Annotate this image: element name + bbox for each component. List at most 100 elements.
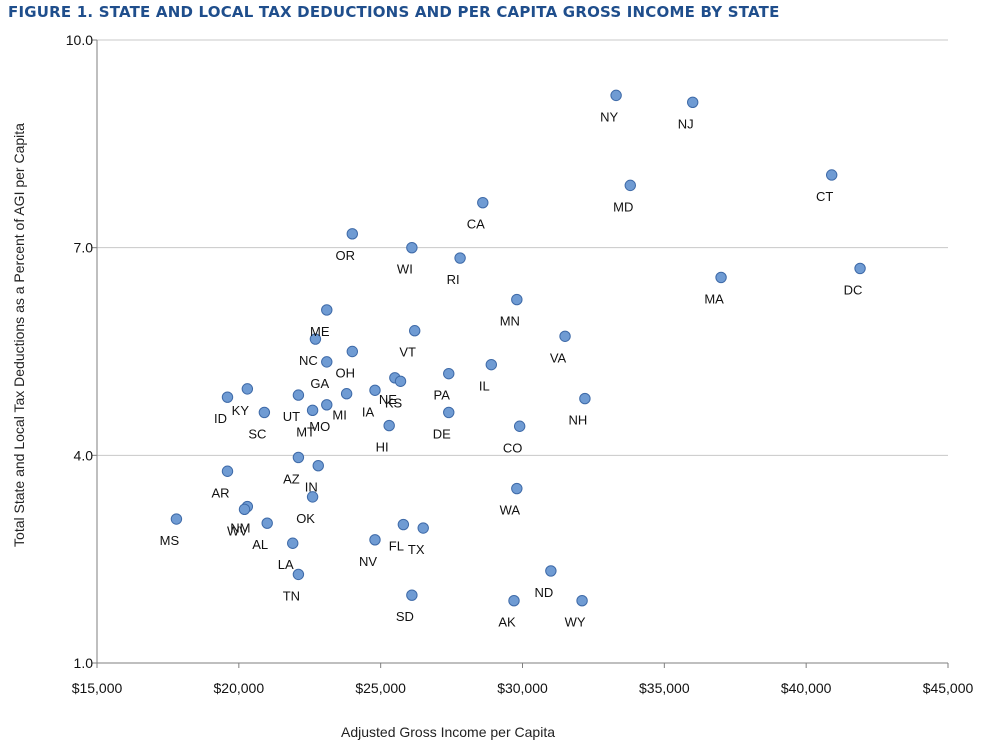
point-label-al: AL xyxy=(252,537,268,552)
point-label-ks: KS xyxy=(385,395,403,410)
data-point-co xyxy=(513,420,526,432)
point-label-ma: MA xyxy=(704,291,724,306)
point-label-me: ME xyxy=(310,324,330,339)
point-label-ar: AR xyxy=(211,485,229,500)
data-point-wy xyxy=(576,595,588,607)
point-label-ct: CT xyxy=(816,189,833,204)
data-point-sd xyxy=(406,589,418,601)
x-tick-label: $20,000 xyxy=(214,680,265,696)
data-point-ct xyxy=(825,169,838,181)
data-point-dc xyxy=(854,262,866,275)
point-label-va: VA xyxy=(550,350,567,365)
data-point-tn xyxy=(292,568,305,581)
point-label-pa: PA xyxy=(434,388,451,403)
point-label-fl: FL xyxy=(389,539,404,554)
point-label-nc: NC xyxy=(299,353,318,368)
data-point-az xyxy=(292,451,305,464)
data-point-nj xyxy=(687,96,699,109)
point-label-wa: WA xyxy=(500,503,521,518)
point-label-ny: NY xyxy=(600,109,618,124)
point-label-wv: WV xyxy=(227,523,248,538)
point-label-md: MD xyxy=(613,199,633,214)
y-tick-label: 7.0 xyxy=(74,240,94,256)
data-point-mi xyxy=(340,388,353,400)
point-label-sd: SD xyxy=(396,609,414,624)
data-point-la xyxy=(287,537,299,549)
data-point-ms xyxy=(170,513,183,525)
data-point-ga xyxy=(321,356,333,368)
point-label-tx: TX xyxy=(408,542,425,557)
point-label-la: LA xyxy=(278,557,294,572)
point-label-nh: NH xyxy=(569,413,588,428)
point-label-ms: MS xyxy=(160,533,180,548)
point-label-nv: NV xyxy=(359,554,377,569)
axes xyxy=(92,39,949,668)
point-label-ga: GA xyxy=(310,376,329,391)
data-point-nv xyxy=(369,534,381,546)
data-point-id xyxy=(221,391,234,403)
data-point-ri xyxy=(454,252,466,264)
point-label-ky: KY xyxy=(232,403,250,418)
x-tick-label: $35,000 xyxy=(639,680,690,696)
point-label-id: ID xyxy=(214,411,227,426)
data-point-fl xyxy=(397,518,410,531)
point-label-mo: MO xyxy=(309,419,330,434)
figure-title: FIGURE 1. STATE AND LOCAL TAX DEDUCTIONS… xyxy=(8,3,780,21)
data-point-ca xyxy=(477,196,489,209)
point-label-dc: DC xyxy=(844,282,863,297)
data-point-mt xyxy=(306,404,319,417)
data-point-mo xyxy=(321,399,333,411)
x-tick-label: $30,000 xyxy=(497,680,548,696)
point-label-mn: MN xyxy=(500,314,520,329)
point-labels: NY NJ CT MD CA OR WI RI DC MA MN ME VT VA NC OH GA IL PA NE… xyxy=(160,109,863,629)
x-tick-label: $45,000 xyxy=(923,680,974,696)
data-point-vt xyxy=(409,325,421,337)
x-tick-labels: $15,000 $20,000 $25,000 $30,000 $35,000 $40,0… xyxy=(72,680,974,696)
point-label-az: AZ xyxy=(283,471,300,486)
data-point-ks xyxy=(394,375,407,387)
data-point-me xyxy=(321,304,333,316)
data-points xyxy=(170,89,866,607)
point-label-in: IN xyxy=(305,480,318,495)
y-tick-label: 4.0 xyxy=(74,447,94,463)
data-point-ma xyxy=(715,271,727,284)
point-label-wy: WY xyxy=(565,615,586,630)
data-point-nh xyxy=(579,392,591,405)
point-label-nj: NJ xyxy=(678,116,694,131)
data-point-tx xyxy=(417,522,429,534)
y-tick-label: 1.0 xyxy=(74,655,94,671)
point-label-il: IL xyxy=(479,379,490,394)
data-point-or xyxy=(346,228,358,240)
data-point-md xyxy=(624,179,636,192)
data-point-pa xyxy=(443,367,455,380)
point-label-mi: MI xyxy=(332,408,346,423)
data-point-ny xyxy=(610,89,622,102)
x-tick-label: $40,000 xyxy=(781,680,832,696)
data-point-nd xyxy=(545,565,557,577)
data-point-wi xyxy=(406,241,418,254)
point-label-co: CO xyxy=(503,440,523,455)
y-axis-title: Total State and Local Tax Deductions as … xyxy=(11,123,27,547)
x-axis-title: Adjusted Gross Income per Capita xyxy=(341,724,555,740)
data-point-wv xyxy=(238,503,251,516)
point-label-nd: ND xyxy=(534,585,553,600)
data-point-sc xyxy=(258,406,271,419)
data-point-il xyxy=(485,358,497,371)
data-point-ky xyxy=(241,383,254,395)
point-label-oh: OH xyxy=(336,366,356,381)
point-label-hi: HI xyxy=(376,440,389,455)
point-label-sc: SC xyxy=(248,426,266,441)
point-label-or: OR xyxy=(336,248,356,263)
data-point-mn xyxy=(511,293,523,306)
point-label-nm: NM xyxy=(230,521,250,536)
gridlines xyxy=(97,39,948,456)
data-point-ia xyxy=(369,384,381,396)
point-label-tn: TN xyxy=(283,588,300,603)
data-point-ar xyxy=(221,465,234,477)
data-point-wa xyxy=(511,482,523,495)
point-label-ri: RI xyxy=(447,272,460,287)
y-tick-label: 10.0 xyxy=(66,32,93,48)
data-point-ak xyxy=(508,595,520,607)
point-label-ok: OK xyxy=(296,511,315,526)
